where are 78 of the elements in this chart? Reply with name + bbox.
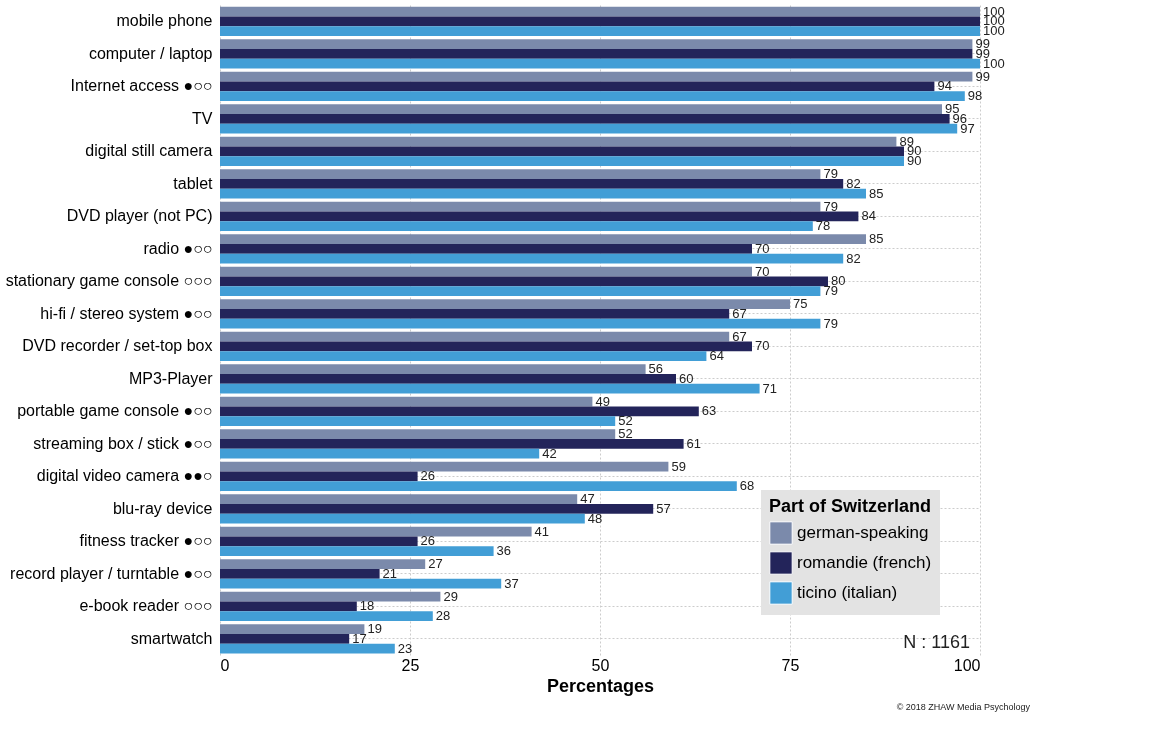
data-label: 82 (846, 175, 861, 191)
data-label: 70 (755, 338, 770, 354)
y-tick-label: streaming box / stick ●○○ (33, 434, 213, 452)
legend-label: german-speaking (797, 523, 929, 542)
legend-title: Part of Switzerland (769, 496, 932, 516)
y-tick-label: e-book reader ○○○ (79, 597, 213, 615)
data-label: 79 (823, 198, 838, 214)
data-label: 29 (443, 588, 458, 604)
data-label: 37 (504, 575, 519, 591)
data-label: 61 (686, 435, 702, 451)
data-label: 94 (937, 78, 952, 94)
data-label: 79 (823, 315, 838, 331)
data-label: 85 (869, 231, 884, 246)
data-label: 48 (587, 510, 603, 526)
data-label: 52 (618, 426, 633, 441)
data-label: 68 (739, 478, 755, 493)
data-label: 47 (580, 491, 595, 506)
data-label: 67 (732, 305, 747, 321)
data-label: 18 (359, 598, 375, 614)
data-label: 99 (975, 68, 990, 84)
data-label: 63 (701, 403, 717, 419)
data-label: 67 (732, 328, 747, 344)
legend-label: ticino (italian) (797, 583, 898, 602)
annotation: N : 1161 (903, 632, 970, 652)
data-label: 28 (435, 608, 451, 623)
y-tick-label: Internet access ●○○ (70, 77, 213, 95)
y-tick-label: DVD recorder / set-top box (22, 337, 213, 355)
x-tick-label: 0 (220, 656, 230, 674)
y-tick-label: portable game console ●○○ (17, 402, 213, 420)
data-label: 70 (755, 240, 770, 256)
data-label: 56 (648, 361, 664, 376)
data-label: 21 (382, 565, 398, 581)
y-tick-label: blu-ray device (112, 499, 213, 517)
data-label: 84 (861, 208, 876, 224)
y-tick-label: digital still camera (85, 142, 213, 160)
data-label: 75 (793, 296, 808, 311)
data-label: 78 (815, 218, 831, 233)
x-tick-label: 25 (401, 656, 420, 674)
data-label: 82 (846, 250, 861, 266)
y-tick-label: record player / turntable ●○○ (10, 564, 213, 582)
data-label: 49 (595, 393, 610, 409)
data-label: 27 (428, 556, 443, 571)
legend-label: romandie (french) (797, 553, 932, 572)
y-tick-label: fitness tracker ●○○ (79, 532, 213, 550)
y-tick-label: MP3-Player (128, 369, 214, 387)
data-label: 23 (397, 640, 413, 656)
y-tick-label: TV (192, 109, 213, 127)
data-label: 85 (869, 185, 884, 201)
data-label: 71 (762, 380, 778, 396)
data-label: 59 (671, 458, 686, 474)
text: © 2018 ZHAW Media Psychology (896, 702, 1031, 712)
data-label: 52 (618, 413, 633, 428)
y-tick-label: DVD player (not PC) (66, 207, 213, 225)
data-label: 64 (709, 348, 724, 363)
x-axis-title: Percentages (546, 675, 655, 696)
data-label: 57 (656, 500, 671, 516)
x-tick-label: 50 (591, 656, 610, 674)
y-tick-label: tablet (173, 174, 214, 192)
data-label: 42 (542, 445, 557, 461)
data-label: 17 (352, 630, 367, 646)
y-tick-label: stationary game console ○○○ (5, 272, 213, 290)
data-label: 41 (534, 523, 550, 539)
data-label: 79 (823, 166, 838, 181)
y-tick-label: digital video camera ●●○ (36, 467, 213, 485)
y-tick-label: smartwatch (130, 629, 213, 647)
y-tick-label: radio ●○○ (143, 239, 213, 257)
data-label: 60 (679, 370, 694, 386)
x-tick-label: 100 (953, 656, 981, 674)
data-label: 70 (755, 263, 770, 279)
data-label: 26 (420, 533, 436, 549)
y-tick-label: mobile phone (116, 12, 213, 30)
data-label: 36 (496, 543, 512, 558)
x-tick-label: 75 (781, 656, 800, 674)
data-label: 19 (367, 621, 382, 636)
data-label: 98 (967, 88, 983, 103)
y-tick-label: hi-fi / stereo system ●○○ (40, 304, 213, 322)
y-tick-label: computer / laptop (88, 44, 213, 62)
data-label: 26 (420, 468, 436, 484)
